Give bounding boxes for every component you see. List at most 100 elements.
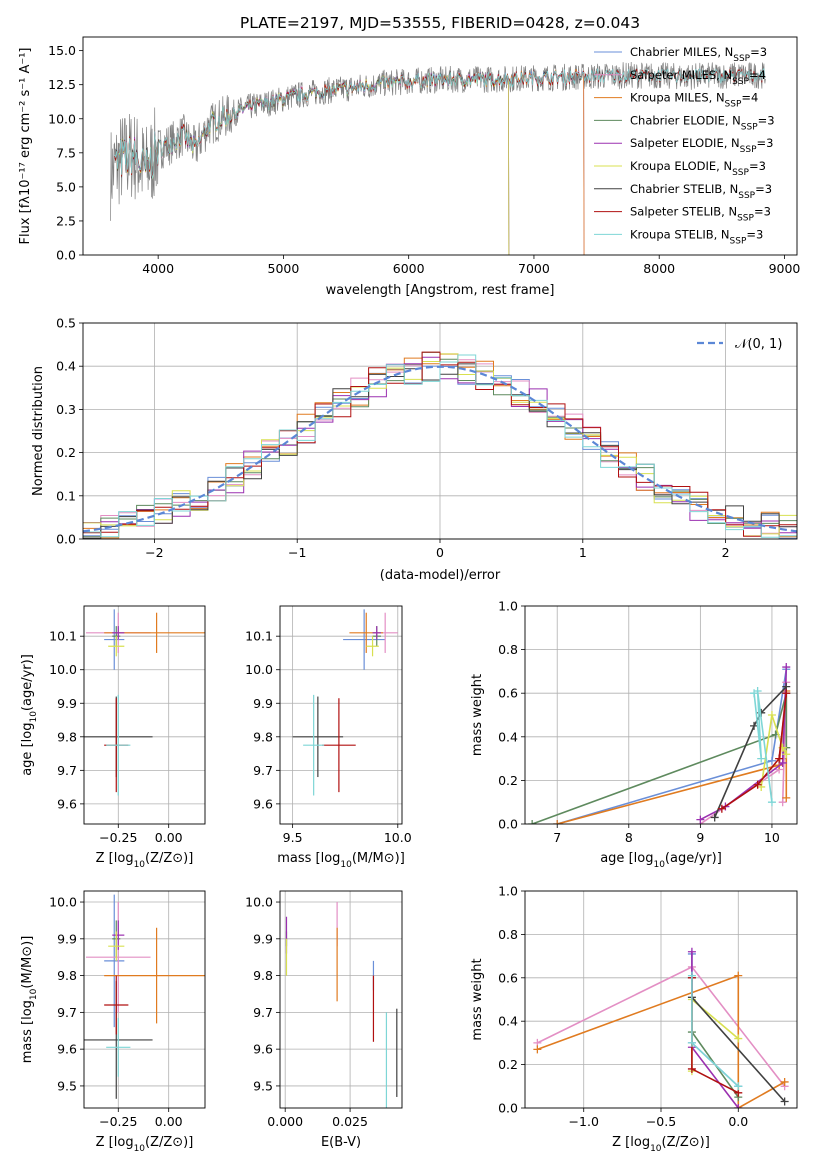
y-tick-label: 0.8 <box>498 642 518 657</box>
y-tick-label: 9.8 <box>253 729 273 744</box>
model-line-salpeter-elodie <box>114 72 510 255</box>
x-tick-label: 4000 <box>142 261 174 276</box>
y-tick-label: 9.7 <box>57 763 77 778</box>
x-tick-label: 6000 <box>393 261 425 276</box>
legend-entry: Chabrier ELODIE, NSSP=3 <box>630 113 775 132</box>
x-tick-label: 8 <box>625 830 633 845</box>
axes-frame <box>83 605 206 825</box>
weight-marker <box>778 798 787 807</box>
weight-line <box>691 953 739 1087</box>
y-tick-label: 9.6 <box>253 796 273 811</box>
y-tick-label: 9.5 <box>57 1078 77 1093</box>
y-tick-label: 9.7 <box>57 1005 77 1020</box>
x-tick-label: 0.000 <box>267 1114 303 1129</box>
x-tick-label: 10.0 <box>384 830 412 845</box>
weight-marker <box>753 687 762 696</box>
weight-marker <box>533 1045 542 1054</box>
x-axis-label: age [log10(age/yr)] <box>600 851 722 870</box>
x-tick-label: −0.25 <box>99 1114 137 1129</box>
weight-marker <box>750 721 759 730</box>
x-axis-label: Z [log10(Z/Z⊙)] <box>96 1135 194 1154</box>
y-axis-label: Flux [fλ10⁻¹⁷ erg cm⁻² s⁻¹ A⁻¹] <box>18 48 33 245</box>
weight-marker <box>782 793 791 802</box>
weight-line <box>760 714 787 788</box>
weight-marker <box>734 971 743 980</box>
weight-marker <box>687 1064 696 1073</box>
y-tick-label: 0.5 <box>56 316 76 331</box>
model-line-salpeter-miles <box>114 70 585 255</box>
weight-marker <box>717 804 726 813</box>
y-axis-label: Normed distribution <box>31 366 46 496</box>
y-tick-label: 0.6 <box>498 686 518 701</box>
weight-line <box>691 997 739 1072</box>
x-axis-label: E(B-V) <box>321 1135 361 1150</box>
y-tick-label: 0.8 <box>498 927 518 942</box>
y-tick-label: 0.0 <box>56 248 76 263</box>
x-tick-label: 0 <box>436 545 444 560</box>
y-tick-label: 9.5 <box>253 1078 273 1093</box>
x-tick-label: 10 <box>764 830 780 845</box>
x-tick-label: 7000 <box>518 261 550 276</box>
weight-marker <box>780 1077 789 1086</box>
model-line-kroupa-miles <box>114 69 585 255</box>
y-axis-label: age [log10(age/yr)] <box>20 654 39 776</box>
plot-area <box>84 609 205 796</box>
model-line-chabrier-miles <box>114 70 585 255</box>
y-tick-label: 10.0 <box>245 895 273 910</box>
y-axis-label: mass weight <box>470 674 485 756</box>
y-tick-label: 9.8 <box>57 968 77 983</box>
axes-frame <box>83 890 206 1109</box>
plot-area <box>533 947 789 1108</box>
x-tick-label: 0.00 <box>155 830 183 845</box>
weight-marker <box>687 971 696 980</box>
y-tick-label: 2.5 <box>56 213 76 228</box>
axes-residuals: −2 −1 0 1 2 0.0 0.1 0.2 0.3 0.4 0.5 (data-model)/er… <box>31 316 798 583</box>
y-tick-label: 0.2 <box>498 1057 518 1072</box>
weight-marker <box>767 798 776 807</box>
x-tick-label: −2 <box>145 545 163 560</box>
y-tick-label: 10.1 <box>245 629 273 644</box>
y-tick-label: 9.6 <box>57 796 77 811</box>
legend-entry: Salpeter STELIB, NSSP=3 <box>630 205 771 224</box>
y-tick-label: 0.2 <box>56 445 76 460</box>
weight-marker <box>528 820 537 824</box>
y-tick-label: 0.4 <box>498 729 518 744</box>
axes-mass_vs_Z: −0.25 0.00 9.5 9.6 9.7 9.8 9.9 10.0 Z [log10(Z/Z… <box>20 890 206 1154</box>
y-tick-label: 7.5 <box>56 145 76 160</box>
y-tick-label: 0.3 <box>56 402 76 417</box>
y-tick-label: 10.0 <box>49 895 77 910</box>
y-tick-label: 9.8 <box>253 968 273 983</box>
y-tick-label: 0.0 <box>498 817 518 832</box>
axes-frame <box>524 890 798 1109</box>
weight-line <box>713 686 787 818</box>
y-tick-label: 9.7 <box>253 1005 273 1020</box>
weight-line <box>691 977 739 1094</box>
x-tick-label: 9.5 <box>283 830 303 845</box>
y-axis-label: mass [log10(M/M⊙)] <box>20 936 39 1064</box>
y-tick-label: 0.4 <box>498 1014 518 1029</box>
y-tick-label: 10.0 <box>49 662 77 677</box>
weight-marker <box>734 1034 743 1043</box>
weight-marker <box>782 689 791 698</box>
weight-marker <box>780 1097 789 1106</box>
x-tick-label: 8000 <box>643 261 675 276</box>
plot-area <box>292 609 398 796</box>
model-line-kroupa-elodie <box>114 71 510 255</box>
weight-marker <box>687 1038 696 1047</box>
weight-marker <box>710 813 719 822</box>
x-tick-label: −0.5 <box>646 1114 676 1129</box>
x-tick-label: 0.00 <box>155 1114 183 1129</box>
y-tick-label: 0.0 <box>498 1101 518 1116</box>
legend-entry: Salpeter MILES, NSSP=4 <box>630 68 766 87</box>
axes-frame <box>524 605 798 825</box>
x-tick-label: 0.0 <box>728 1114 748 1129</box>
axes-weight_vs_age: 7 8 9 10 0.0 0.2 0.4 0.6 0.8 1.0 age [log10(age/yr… <box>470 599 798 870</box>
plot-area <box>528 663 791 824</box>
x-axis-label: wavelength [Angstrom, rest frame] <box>326 283 555 298</box>
weight-marker <box>757 754 766 763</box>
y-tick-label: 9.9 <box>57 931 77 946</box>
weight-marker <box>782 663 791 672</box>
weight-marker <box>767 711 776 719</box>
weight-line <box>691 975 739 1087</box>
